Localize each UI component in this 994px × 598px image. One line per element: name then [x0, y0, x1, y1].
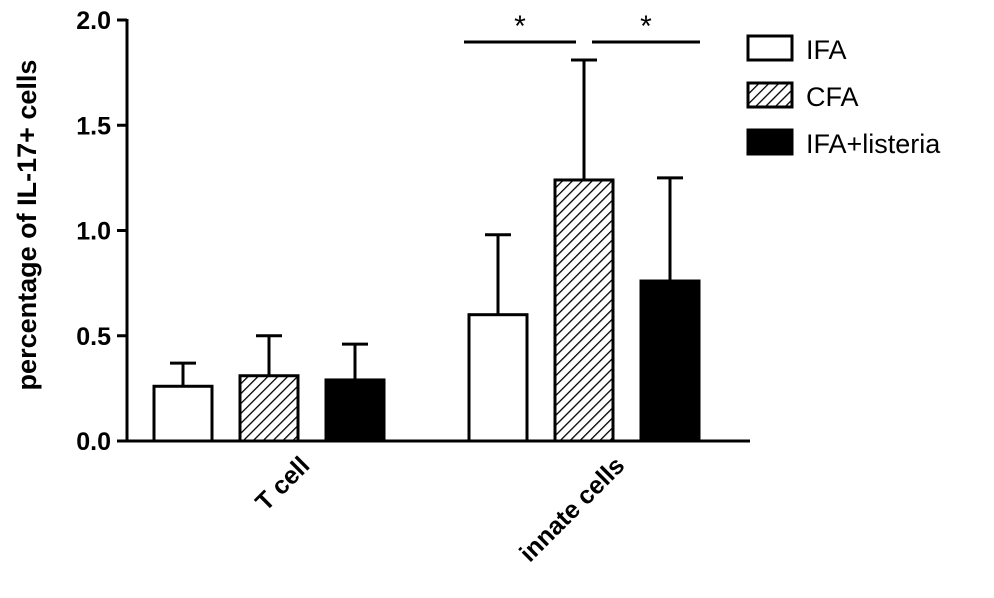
y-tick-label-0: 0.0 [76, 428, 111, 456]
bars [152, 58, 701, 443]
x-tick-label-0: T cell [250, 451, 315, 516]
bar-1-2 [639, 279, 701, 443]
significance-star-0: * [514, 10, 526, 43]
significance-markers: * * [464, 10, 700, 44]
legend-swatch-1 [746, 81, 794, 109]
bar-1-0 [467, 313, 529, 443]
bar-1-1 [553, 178, 615, 443]
bar-0-2 [324, 378, 386, 443]
bar-0-0 [152, 384, 214, 443]
legend-label-1: CFA [806, 82, 859, 112]
y-tick-label-1: 0.5 [76, 323, 111, 351]
y-tick-label-4: 2.0 [76, 7, 111, 35]
legend-swatch-0 [746, 34, 794, 62]
legend: IFA CFA IFA+listeria [746, 34, 941, 159]
x-tick-label-1: innate cells [514, 451, 630, 567]
y-axis-label: percentage of IL-17+ cells [12, 60, 42, 391]
bar-0-1 [238, 374, 300, 443]
legend-label-0: IFA [806, 35, 847, 65]
legend-label-2: IFA+listeria [806, 129, 941, 159]
legend-swatch-2 [746, 128, 794, 156]
y-tick-label-3: 1.5 [76, 112, 111, 140]
significance-star-1: * [640, 10, 652, 43]
y-tick-label-2: 1.0 [76, 218, 111, 246]
